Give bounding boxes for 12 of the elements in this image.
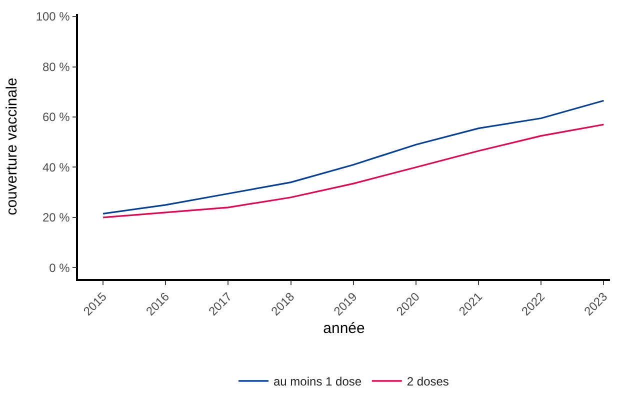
x-axis-title: année — [323, 320, 365, 337]
y-axis-title: couverture vaccinale — [4, 78, 21, 216]
y-tick-label: 20 % — [42, 210, 70, 225]
line-series — [102, 100, 605, 214]
y-tick-label: 100 % — [36, 10, 70, 24]
y-tick-label: 0 % — [49, 260, 70, 275]
y-tick-label: 60 % — [42, 110, 70, 124]
y-tick-label: 80 % — [42, 60, 70, 74]
legend-label: 2 doses — [406, 374, 449, 389]
y-tick-label: 40 % — [42, 160, 70, 174]
legend-label: au moins 1 dose — [274, 374, 362, 389]
line-series — [102, 124, 605, 218]
